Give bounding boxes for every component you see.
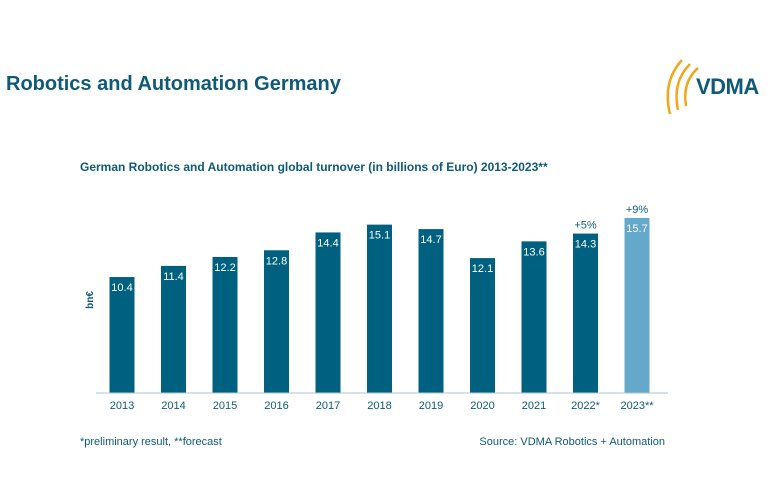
x-tick-label: 2016 (264, 400, 288, 412)
footnote: *preliminary result, **forecast (80, 436, 222, 448)
x-tick-label: 2021 (522, 400, 546, 412)
growth-annotation: +9% (626, 204, 649, 216)
x-tick-label: 2023** (620, 400, 654, 412)
data-label: 13.6 (523, 246, 544, 258)
bar-2015 (212, 256, 238, 393)
data-label: 14.3 (575, 239, 596, 251)
data-label: 15.1 (369, 230, 390, 242)
data-label: 11.4 (163, 271, 184, 283)
chart-title: German Robotics and Automation global tu… (80, 160, 548, 174)
x-tick-label: 2022* (571, 400, 600, 412)
bar-2019 (418, 229, 444, 393)
bar-2020 (470, 258, 495, 393)
bar-2017 (315, 232, 341, 393)
data-label: 14.4 (317, 237, 338, 249)
x-tick-label: 2018 (367, 400, 391, 412)
growth-annotation: +5% (574, 220, 597, 232)
bar-2016 (264, 250, 289, 393)
bar-2013 (109, 277, 135, 393)
source-note: Source: VDMA Robotics + Automation (479, 436, 665, 448)
bar-2014 (161, 265, 186, 393)
page-title: Robotics and Automation Germany (6, 73, 341, 95)
bar-2018 (367, 224, 392, 393)
bar-2022* (573, 233, 598, 393)
logo-text: VDMA (696, 74, 759, 99)
x-tick-label: 2015 (213, 400, 237, 412)
x-tick-label: 2017 (316, 400, 340, 412)
x-tick-label: 2020 (470, 400, 494, 412)
x-tick-label: 2019 (419, 400, 443, 412)
data-label: 10.4 (111, 282, 132, 294)
data-label: 12.8 (266, 255, 287, 267)
bar-2023** (624, 217, 650, 393)
vdma-logo: VDMA (652, 52, 762, 122)
y-axis-label: bn€ (85, 291, 96, 309)
data-label: 15.7 (626, 223, 647, 235)
x-tick-label: 2014 (161, 400, 185, 412)
x-tick-label: 2013 (110, 400, 134, 412)
logo-arcs-icon (666, 59, 699, 115)
bar-2021 (521, 241, 547, 393)
data-label: 12.2 (214, 262, 235, 274)
data-label: 12.1 (472, 263, 493, 275)
data-label: 14.7 (420, 234, 441, 246)
